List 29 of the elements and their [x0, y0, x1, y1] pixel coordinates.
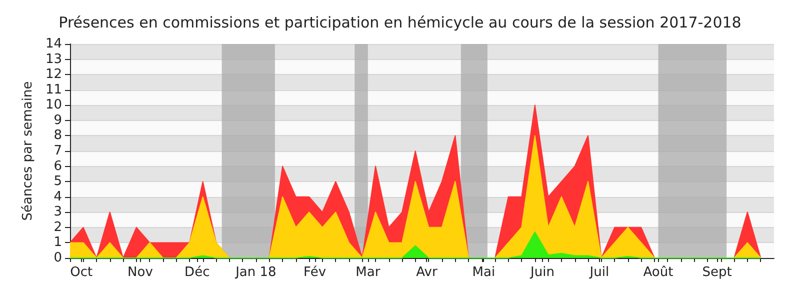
y-axis-title: Séances par semaine: [20, 81, 36, 221]
y-tick-label: 4: [54, 189, 62, 204]
y-tick-label: 10: [45, 98, 62, 113]
y-tick-label: 6: [54, 158, 62, 174]
y-tick-label: 9: [54, 112, 62, 128]
x-tick-label: Jan 18: [234, 265, 276, 280]
x-tick-label: Mar: [356, 265, 381, 280]
y-tick-label: 11: [45, 82, 62, 98]
y-tick-label: 12: [45, 67, 62, 82]
x-tick-label: Sept: [702, 265, 732, 280]
y-tick-label: 3: [54, 204, 62, 220]
y-tick-label: 5: [54, 174, 62, 190]
x-tick-label: Juin: [530, 265, 554, 280]
x-tick-label: Juil: [588, 265, 610, 280]
y-tick-label: 13: [45, 52, 62, 67]
y-tick-label: 7: [54, 144, 62, 158]
y-tick-label: 0: [54, 250, 62, 266]
x-tick-label: Mai: [472, 265, 496, 280]
x-tick-label: Nov: [128, 265, 154, 280]
y-tick-label: 8: [54, 128, 62, 144]
x-tick-label: Fév: [304, 265, 326, 280]
y-tick-label: 14: [45, 36, 62, 52]
x-tick-label: Oct: [70, 265, 93, 280]
x-tick-label: Avr: [416, 265, 438, 280]
chart-title: Présences en commissions et participation en hémicycle au cours de la session 2017-2018: [58, 14, 742, 32]
x-tick-label: Déc: [184, 265, 210, 280]
y-tick-label: 2: [54, 220, 62, 235]
x-tick-label: Août: [643, 265, 674, 280]
y-tick-label: 1: [54, 235, 62, 250]
